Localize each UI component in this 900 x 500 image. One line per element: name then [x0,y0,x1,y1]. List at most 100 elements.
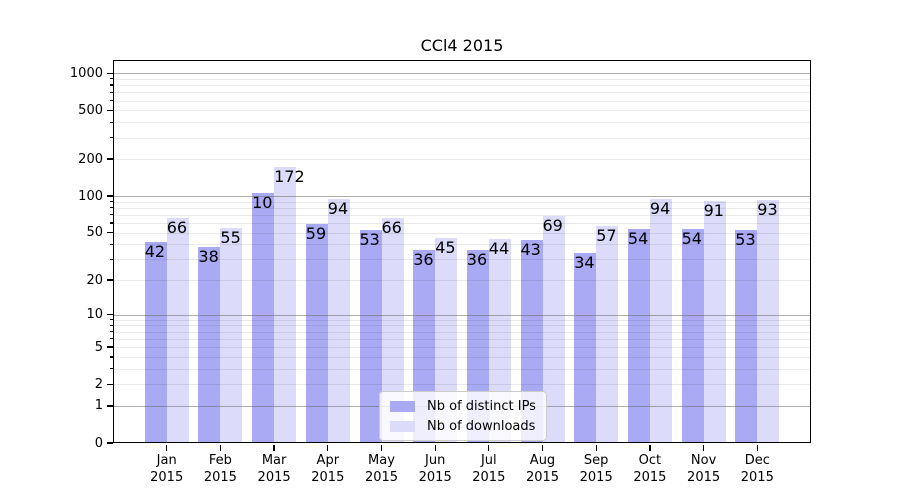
x-tick-year: 2015 [687,469,721,485]
bar-downloads-nov: 91 [703,201,726,443]
x-tick-nov [702,444,705,451]
y-minor-tick-300 [109,136,113,139]
x-tick-dec [756,444,758,451]
y-minor-tick-3 [109,368,113,370]
x-tick-month: Nov [690,453,717,468]
legend-label-distinct-ips: Nb of distinct IPs [427,398,536,414]
y-minor-tick-7 [109,331,113,333]
x-tick-year: 2015 [472,469,506,485]
bar-distinct-ips-dec: 53 [735,229,758,443]
y-minor-tick-900 [109,78,113,80]
x-tick-label-mar: Mar 2015 [242,453,306,486]
y-tick-100 [107,195,113,197]
x-tick-year: 2015 [740,469,774,485]
x-tick-month: Sep [583,453,609,468]
bar-downloads-jan: 66 [166,217,189,443]
bar-downloads-sep: 57 [596,225,619,443]
y-minor-tick-20 [109,279,113,281]
y-minor-tick-500 [109,109,113,111]
gridline-minor-700 [113,92,811,94]
gridline-minor-500 [113,110,811,112]
x-tick-year: 2015 [311,469,345,485]
x-tick-feb [219,444,222,451]
bar-downloads-feb: 55 [220,227,243,443]
y-tick-label-10: 10 [86,307,103,323]
x-tick-month: Aug [529,453,556,468]
gridline-minor-800 [113,85,811,87]
x-tick-mar [273,444,275,451]
gridline-major-100 [113,196,811,197]
gridline-minor-900 [113,78,811,80]
y-minor-tick-80 [109,207,113,209]
x-tick-label-jul: Jul 2015 [457,453,521,486]
bar-distinct-ips-may: 53 [359,229,382,443]
y-tick-label-5: 5 [94,339,103,355]
y-tick-label-1: 1 [94,398,103,414]
y-minor-tick-400 [109,121,113,123]
y-tick-0 [107,442,113,444]
y-minor-tick-8 [109,324,113,327]
y-minor-tick-4 [109,356,113,358]
bar-distinct-ips-mar: 105 [252,193,283,443]
y-tick-10 [107,314,113,316]
x-tick-label-aug: Aug 2015 [511,453,575,486]
x-tick-label-dec: Dec 2015 [725,453,789,486]
x-tick-label-feb: Feb 2015 [188,453,252,486]
y-minor-tick-6 [109,338,113,340]
y-minor-tick-9 [109,319,113,321]
gridline-minor-600 [113,100,811,102]
x-tick-month: May [368,453,395,468]
chart-legend: Nb of distinct IPs Nb of downloads [379,391,547,441]
bar-downloads-aug: 69 [542,215,565,443]
y-tick-1 [107,405,113,407]
bar-downloads-dec: 93 [757,199,780,443]
x-tick-year: 2015 [364,469,399,485]
x-tick-month: Jun [425,453,446,468]
gridline-major-1000 [113,73,811,75]
bar-distinct-ips-nov: 54 [681,228,704,443]
y-minor-tick-700 [109,91,113,93]
bar-distinct-ips-apr: 59 [305,223,328,443]
y-minor-tick-30 [109,258,113,260]
x-tick-jul [488,444,490,451]
x-tick-label-may: May 2015 [350,453,414,486]
x-tick-sep [595,444,597,451]
y-tick-label-0: 0 [94,435,103,451]
x-tick-year: 2015 [525,469,560,485]
x-tick-year: 2015 [203,469,237,485]
y-tick-label-2: 2 [94,376,103,392]
y-tick-label-100: 100 [78,188,103,204]
y-tick-label-50: 50 [86,225,103,240]
bar-downloads-may: 66 [381,217,404,443]
y-tick-label-500: 500 [78,102,103,118]
x-tick-label-jun: Jun 2015 [403,453,467,486]
y-minor-tick-800 [109,84,113,86]
x-tick-jan [166,444,168,451]
y-minor-tick-200 [109,158,113,160]
y-tick-label-200: 200 [78,151,103,167]
y-tick-label-1000: 1000 [69,65,103,81]
x-tick-year: 2015 [579,469,613,485]
x-tick-year: 2015 [418,469,452,485]
y-minor-tick-40 [109,243,113,245]
y-minor-tick-5 [109,346,113,348]
x-tick-month: Jul [480,453,497,468]
y-minor-tick-50 [109,231,113,234]
bar-distinct-ips-sep: 34 [574,252,597,443]
x-tick-apr [327,444,329,451]
x-tick-year: 2015 [633,469,667,485]
bar-downloads-apr: 94 [327,199,350,443]
y-tick-1000 [107,72,113,74]
legend-swatch-downloads [390,420,415,432]
x-tick-month: Mar [261,453,287,468]
x-tick-label-apr: Apr 2015 [296,453,360,486]
x-tick-month: Dec [744,453,770,468]
legend-item-distinct-ips: Nb of distinct IPs [390,398,536,414]
y-minor-tick-90 [109,200,113,203]
gridline-minor-400 [113,122,811,124]
y-minor-tick-60 [109,222,113,224]
x-tick-month: Jan [156,453,177,468]
bar-distinct-ips-oct: 54 [627,228,650,443]
y-tick-label-20: 20 [86,272,103,288]
x-tick-jun [434,444,436,451]
